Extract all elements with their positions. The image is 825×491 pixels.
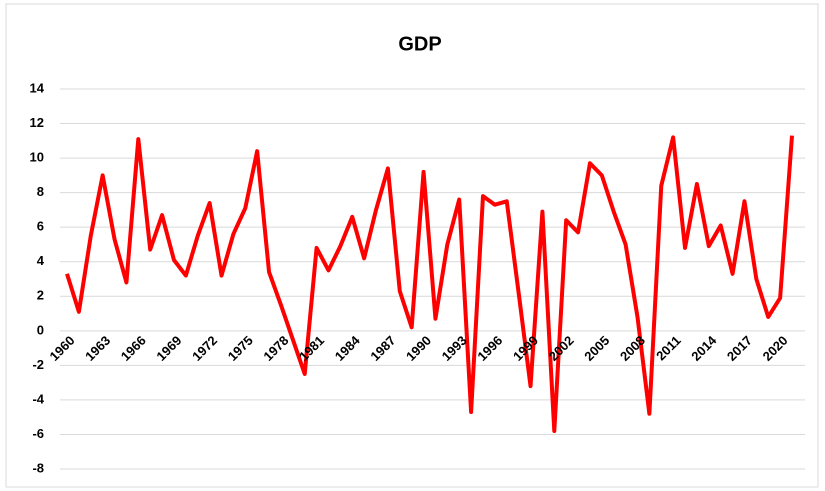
y-tick-label: -6 bbox=[32, 426, 44, 441]
line-layer bbox=[65, 135, 794, 433]
y-tick-label: 0 bbox=[37, 322, 44, 337]
chart-frame bbox=[5, 3, 819, 488]
y-tick-label: 6 bbox=[37, 219, 44, 234]
y-tick-label: 12 bbox=[30, 115, 44, 130]
y-tick-label: 2 bbox=[37, 288, 44, 303]
chart-title: GDP bbox=[398, 33, 441, 55]
y-tick-label: -8 bbox=[32, 460, 44, 475]
y-tick-label: 4 bbox=[37, 253, 45, 268]
y-tick-label: 14 bbox=[30, 80, 45, 95]
data-line bbox=[65, 135, 794, 433]
y-tick-label: 10 bbox=[30, 150, 44, 165]
y-tick-label: 8 bbox=[37, 184, 44, 199]
y-tick-label: -2 bbox=[32, 357, 44, 372]
grid-layer bbox=[60, 88, 805, 470]
y-tick-label: -4 bbox=[32, 391, 44, 406]
